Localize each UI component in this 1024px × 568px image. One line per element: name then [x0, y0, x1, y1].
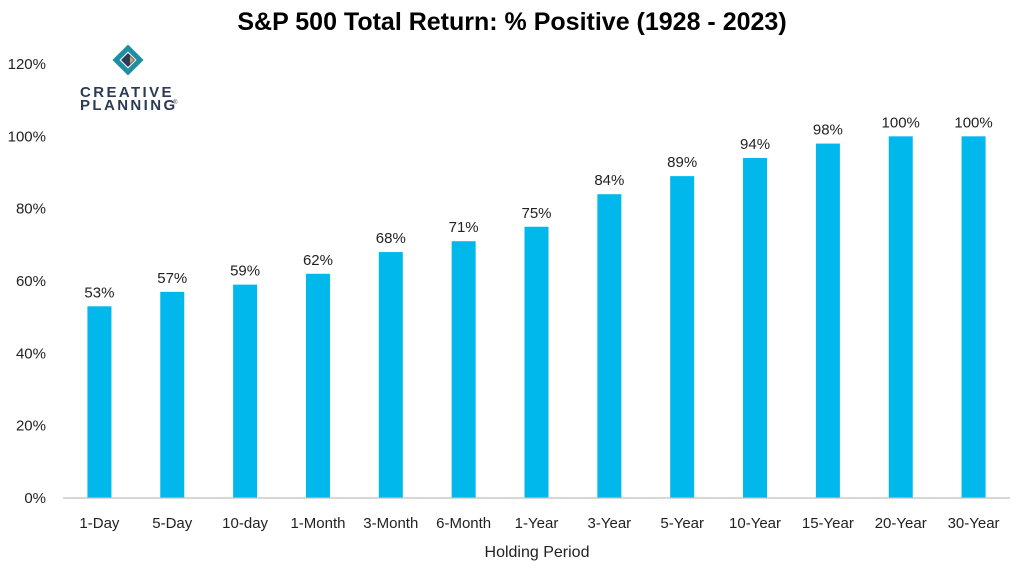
y-axis: 0% 20% 40% 60% 80% 100% 120% — [8, 56, 46, 507]
data-label: 100% — [882, 114, 920, 131]
data-label: 94% — [740, 136, 770, 153]
x-tick-label: 10-day — [222, 515, 268, 532]
bar-5-day — [160, 291, 185, 498]
bars — [87, 136, 986, 499]
x-tick-label: 5-Day — [152, 515, 193, 532]
x-tick-label: 5-Year — [660, 515, 704, 532]
x-axis: 1-Day 5-Day 10-day 1-Month 3-Month 6-Month 1-Y… — [63, 497, 1010, 532]
data-label: 89% — [667, 154, 697, 171]
data-label: 53% — [84, 284, 114, 301]
bar-3-month — [378, 252, 403, 498]
bar-1-year — [524, 226, 549, 498]
data-label: 59% — [230, 263, 260, 280]
x-tick-label: 20-Year — [875, 515, 927, 532]
logo-mark-icon — [112, 44, 144, 76]
y-tick-label: 80% — [16, 201, 46, 218]
y-tick-label: 20% — [16, 418, 46, 435]
creative-planning-logo: CREATIVE PLANNING ® — [80, 44, 178, 114]
y-tick-label: 120% — [8, 56, 46, 73]
data-label: 71% — [449, 219, 479, 236]
data-label: 100% — [954, 114, 992, 131]
bar-10-day — [233, 284, 258, 498]
data-label: 98% — [813, 122, 843, 139]
bar-5-year — [670, 176, 695, 498]
y-tick-label: 60% — [16, 273, 46, 290]
bar-1-month — [305, 273, 330, 498]
x-axis-title: Holding Period — [485, 544, 590, 561]
bar-10-year — [743, 158, 768, 499]
data-label: 62% — [303, 252, 333, 269]
logo-line-2: PLANNING — [80, 97, 178, 114]
x-tick-label: 1-Day — [79, 515, 120, 532]
chart-title: S&P 500 Total Return: % Positive (1928 -… — [237, 8, 786, 36]
x-tick-label: 1-Month — [290, 515, 345, 532]
x-tick-label: 3-Year — [588, 515, 632, 532]
data-label: 68% — [376, 230, 406, 247]
y-tick-label: 40% — [16, 345, 46, 362]
bar-3-year — [597, 194, 622, 498]
x-tick-label: 10-Year — [729, 515, 781, 532]
x-tick-label: 30-Year — [948, 515, 1000, 532]
data-label: 75% — [521, 205, 551, 222]
bar-20-year — [888, 136, 913, 499]
bar-15-year — [815, 143, 840, 499]
x-tick-label: 6-Month — [436, 515, 491, 532]
x-tick-label: 1-Year — [515, 515, 559, 532]
x-tick-label: 15-Year — [802, 515, 854, 532]
y-tick-label: 0% — [24, 490, 46, 507]
data-label: 84% — [594, 172, 624, 189]
bar-6-month — [451, 241, 476, 498]
y-tick-label: 100% — [8, 128, 46, 145]
data-labels: 53% 57% 59% 62% 68% 71% 75% 84% 89% 94% 98% 100% 100… — [84, 114, 992, 301]
bar-1-day — [87, 306, 112, 498]
bar-30-year — [961, 136, 986, 499]
logo-trademark: ® — [173, 99, 178, 106]
data-label: 57% — [157, 270, 187, 287]
logo-line-1: CREATIVE — [80, 84, 174, 101]
x-tick-label: 3-Month — [363, 515, 418, 532]
